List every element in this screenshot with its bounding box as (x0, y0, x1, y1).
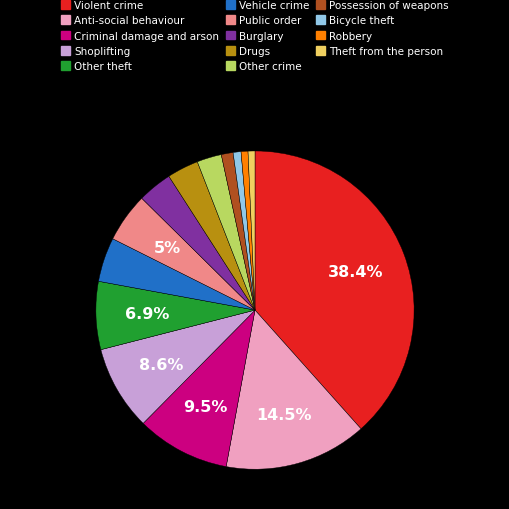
Text: 14.5%: 14.5% (256, 407, 312, 422)
Wedge shape (197, 155, 254, 310)
Text: 38.4%: 38.4% (328, 265, 383, 279)
Wedge shape (143, 310, 254, 467)
Wedge shape (101, 310, 254, 423)
Wedge shape (233, 152, 254, 310)
Wedge shape (225, 310, 360, 469)
Wedge shape (247, 152, 254, 310)
Wedge shape (221, 153, 254, 310)
Wedge shape (96, 281, 254, 350)
Text: 9.5%: 9.5% (182, 399, 227, 414)
Wedge shape (254, 152, 413, 429)
Legend: Violent crime, Anti-social behaviour, Criminal damage and arson, Shoplifting, Ot: Violent crime, Anti-social behaviour, Cr… (58, 0, 451, 75)
Wedge shape (168, 162, 254, 310)
Wedge shape (112, 199, 255, 310)
Text: 5%: 5% (153, 240, 180, 255)
Wedge shape (142, 177, 254, 310)
Wedge shape (241, 152, 254, 310)
Wedge shape (98, 239, 254, 310)
Text: 8.6%: 8.6% (139, 357, 183, 372)
Text: 6.9%: 6.9% (124, 307, 168, 322)
